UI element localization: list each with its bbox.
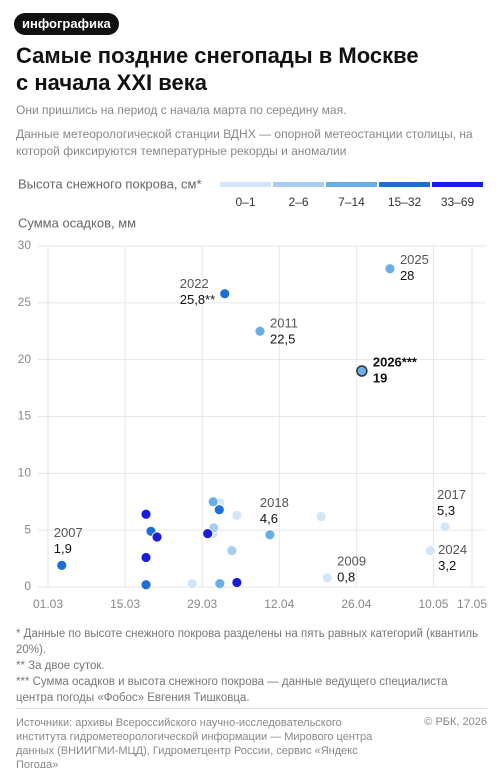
legend-label: 0–1 bbox=[235, 195, 255, 209]
legend-swatch bbox=[273, 182, 324, 187]
x-tick-label: 29.03 bbox=[187, 597, 217, 611]
value-label: 5,3 bbox=[437, 503, 455, 518]
subtitle: Они пришлись на период с начала марта по… bbox=[16, 103, 347, 117]
legend-swatch bbox=[379, 182, 430, 187]
point-label: 2026*** bbox=[373, 354, 418, 369]
data-point bbox=[186, 578, 198, 589]
y-tick-label: 5 bbox=[24, 522, 31, 536]
data-point bbox=[254, 325, 266, 337]
point-label: 2009 bbox=[337, 553, 366, 568]
data-point bbox=[226, 545, 238, 557]
data-point bbox=[207, 496, 219, 508]
data-point bbox=[315, 511, 327, 522]
value-label: 4,6 bbox=[260, 511, 278, 526]
legend-label: 33–69 bbox=[441, 195, 475, 209]
data-point bbox=[140, 579, 152, 591]
value-label: 0,8 bbox=[337, 569, 355, 584]
value-label: 22,5 bbox=[270, 332, 295, 347]
legend-swatch bbox=[326, 182, 377, 187]
legend-title: Высота снежного покрова, см* bbox=[18, 176, 202, 191]
divider bbox=[16, 708, 487, 709]
data-point bbox=[214, 578, 226, 589]
legend-label: 15–32 bbox=[388, 195, 422, 209]
x-tick-label: 10.05 bbox=[418, 597, 448, 611]
value-label: 19 bbox=[373, 370, 387, 385]
legend-label: 7–14 bbox=[338, 195, 365, 209]
data-point bbox=[56, 560, 68, 571]
copyright: © РБК, 2026 bbox=[424, 716, 487, 728]
title: Самые поздние снегопады в Москве с начал… bbox=[16, 43, 419, 95]
footnote: * Данные по высоте снежного покрова разд… bbox=[16, 628, 479, 656]
value-label: 1,9 bbox=[54, 541, 72, 556]
data-point bbox=[424, 545, 436, 557]
point-label: 2025 bbox=[400, 252, 429, 267]
y-axis-label: Сумма осадков, мм bbox=[18, 215, 136, 230]
point-label: 2017 bbox=[437, 487, 466, 502]
data-point bbox=[213, 504, 225, 516]
legend-label: 2–6 bbox=[288, 195, 308, 209]
data-point bbox=[264, 529, 276, 541]
y-tick-label: 25 bbox=[18, 295, 32, 309]
x-tick-label: 12.04 bbox=[264, 597, 294, 611]
x-tick-label: 26.04 bbox=[341, 597, 371, 611]
legend-swatch bbox=[220, 182, 271, 187]
x-tick-label: 15.03 bbox=[110, 597, 140, 611]
y-tick-label: 0 bbox=[24, 579, 31, 593]
description: Данные метеорологической станции ВДНХ — … bbox=[16, 127, 473, 158]
data-point bbox=[321, 572, 333, 584]
data-point bbox=[384, 263, 396, 275]
data-point bbox=[140, 552, 152, 563]
legend-swatch bbox=[432, 182, 483, 187]
y-tick-label: 20 bbox=[18, 352, 32, 366]
y-tick-label: 15 bbox=[18, 409, 32, 423]
value-label: 25,8** bbox=[180, 292, 215, 307]
data-point bbox=[439, 521, 451, 533]
point-label: 2024 bbox=[438, 542, 467, 557]
sources: Источники: архивы Всероссийского научно-… bbox=[16, 717, 373, 768]
point-label: 2022 bbox=[180, 276, 209, 291]
value-label: 3,2 bbox=[438, 558, 456, 573]
footnote: ** За двое суток. bbox=[16, 660, 105, 672]
point-label: 2011 bbox=[270, 316, 298, 331]
value-label: 28 bbox=[400, 268, 414, 283]
x-tick-label: 17.05 bbox=[457, 597, 487, 611]
tag: инфографика bbox=[14, 13, 119, 35]
data-point bbox=[151, 531, 163, 543]
point-label: 2007 bbox=[54, 525, 83, 540]
data-point bbox=[202, 528, 214, 539]
y-tick-label: 30 bbox=[18, 238, 32, 252]
x-tick-label: 01.03 bbox=[33, 597, 63, 611]
chart: Высота снежного покрова, см* Сумма осадк… bbox=[18, 176, 488, 611]
data-point bbox=[231, 509, 243, 521]
data-point bbox=[140, 508, 152, 520]
footnote: *** Сумма осадков и высота снежного покр… bbox=[16, 676, 448, 704]
data-point bbox=[356, 365, 368, 377]
point-label: 2018 bbox=[260, 495, 289, 510]
data-point bbox=[231, 577, 243, 588]
y-tick-label: 10 bbox=[18, 466, 32, 480]
footnotes: * Данные по высоте снежного покрова разд… bbox=[16, 626, 486, 706]
data-point bbox=[219, 288, 231, 300]
